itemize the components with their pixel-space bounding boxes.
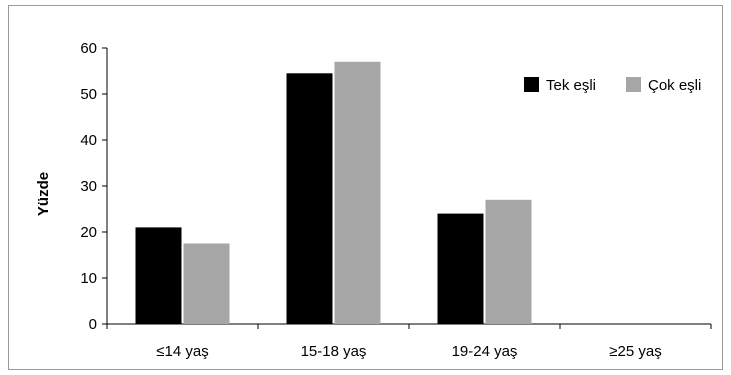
- y-axis-label: Yüzde: [35, 172, 52, 216]
- x-tick-label: 19-24 yaş: [452, 343, 518, 360]
- bar-cok-esli: [485, 199, 532, 324]
- x-tick-label: ≤14 yaş: [156, 343, 208, 360]
- x-tick-label: 15-18 yaş: [301, 343, 367, 360]
- legend-swatch: [626, 77, 641, 92]
- legend-label: Tek eşli: [546, 77, 596, 94]
- x-ticks: ≤14 yaş 15-18 yaş 19-24 yaş ≥25 yaş: [106, 324, 712, 360]
- y-tick-label: 50: [80, 86, 97, 103]
- y-tick-label: 40: [80, 132, 97, 149]
- y-tick-label: 0: [89, 316, 97, 333]
- legend: Tek eşli Çok eşli: [524, 77, 701, 94]
- y-tick-label: 30: [80, 178, 97, 195]
- bar-tek-esli: [286, 73, 333, 324]
- y-ticks: 0 10 20 30 40 50 60: [80, 40, 107, 333]
- bar-tek-esli: [135, 227, 182, 324]
- y-tick-label: 20: [80, 224, 97, 241]
- y-tick-label: 10: [80, 270, 97, 287]
- legend-label: Çok eşli: [648, 77, 701, 94]
- bar-cok-esli: [334, 61, 381, 325]
- bar-tek-esli: [437, 213, 484, 324]
- bars: [135, 61, 532, 325]
- legend-swatch: [524, 77, 539, 92]
- bar-cok-esli: [183, 243, 230, 324]
- x-tick-label: ≥25 yaş: [609, 343, 661, 360]
- y-tick-label: 60: [80, 40, 97, 57]
